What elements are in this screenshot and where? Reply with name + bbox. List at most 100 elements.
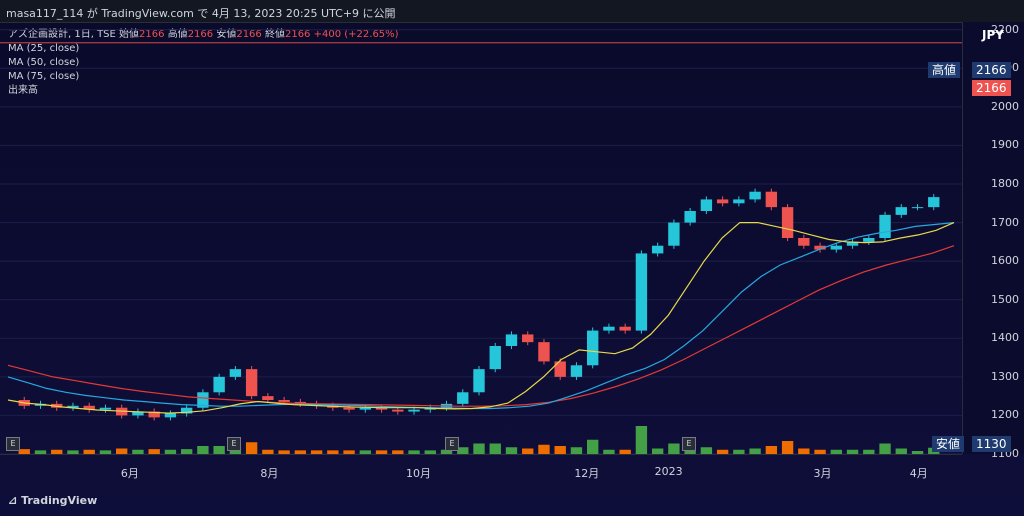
volume-bar (116, 448, 128, 454)
candle-body (148, 411, 160, 418)
volume-bar (798, 448, 810, 454)
volume-bar (716, 449, 729, 454)
candle-body (197, 392, 209, 408)
candle-body (538, 342, 550, 362)
x-tick-label: 3月 (813, 467, 832, 480)
volume-bar (651, 448, 664, 454)
candle-body (733, 199, 745, 204)
candle-body (603, 326, 615, 331)
volume-bar (278, 450, 290, 454)
high-price-tag: 高値 (928, 62, 961, 78)
volume-bar (424, 450, 436, 454)
candle-body (245, 369, 258, 397)
volume-bar (700, 447, 713, 454)
change-value: +400 (+22.65%) (313, 29, 399, 40)
high-tag-value: 2166 (976, 63, 1007, 77)
volume-bar (213, 446, 225, 454)
volume-bar (229, 448, 242, 454)
volume-legend[interactable]: 出来高 (8, 85, 38, 96)
footer-text: TradingView (21, 494, 98, 507)
close-label: 終値 (264, 29, 285, 40)
volume-bar (262, 449, 274, 454)
volume-bar (164, 449, 177, 454)
volume-bar (51, 449, 63, 454)
volume-bar (310, 450, 323, 454)
ma75-legend[interactable]: MA (75, close) (8, 71, 80, 82)
volume-bar (749, 448, 761, 454)
symbol-name: アズ企画設計, 1日, TSE (8, 29, 116, 40)
volume-bar (18, 449, 30, 454)
close-value: 2166 (284, 29, 311, 40)
volume-bar (554, 446, 566, 454)
y-tick-label: 1400 (991, 331, 1019, 345)
volume-bar (67, 450, 79, 454)
volume-bar (132, 449, 144, 454)
volume-bar (587, 439, 599, 454)
candle-body (408, 409, 420, 412)
candle-body (375, 407, 388, 410)
last-tag-value: 2166 (976, 81, 1007, 95)
volume-bar (489, 443, 501, 454)
low-tag-label: 安値 (936, 437, 961, 451)
candle-body (587, 330, 599, 366)
candle-body (489, 346, 501, 370)
candle-body (132, 411, 144, 416)
earnings-marker[interactable]: E (445, 437, 459, 451)
volume-bar (895, 448, 907, 454)
ma25-line (7, 222, 955, 414)
earnings-marker[interactable]: E (227, 437, 241, 451)
volume-bar (522, 448, 534, 454)
earnings-marker[interactable]: E (682, 437, 696, 451)
volume-bar (83, 449, 95, 454)
volume-bar (668, 443, 680, 454)
open-value: 2166 (139, 29, 165, 40)
candle-body (619, 326, 631, 331)
candle-body (814, 245, 826, 250)
volume-bar (733, 449, 745, 454)
volume-bar (765, 446, 778, 454)
publish-header: masa117_114 が TradingView.com で 4月 13, 2… (0, 0, 1024, 23)
high-label: 高値 (167, 29, 188, 40)
x-tick-label: 12月 (574, 467, 600, 480)
candle-body (180, 407, 193, 414)
ma25-legend[interactable]: MA (25, close) (8, 43, 80, 54)
high-value: 2166 (187, 29, 214, 40)
tradingview-icon: ⊿ (8, 494, 18, 507)
ma50-legend[interactable]: MA (50, close) (8, 57, 80, 68)
low-tag-value: 1130 (976, 437, 1007, 451)
time-axis[interactable]: 6月 8月 10月 12月 2023 3月 4月 (0, 454, 962, 489)
volume-bar (538, 444, 550, 454)
volume-bar (148, 449, 160, 454)
price-plot[interactable] (0, 22, 962, 454)
candle-body (213, 376, 225, 393)
candle-body (911, 207, 924, 209)
x-tick-label: 2023 (654, 465, 683, 478)
candle-body (928, 197, 940, 208)
low-label: 安値 (216, 29, 237, 40)
high-tag-label: 高値 (932, 63, 957, 77)
volume-bar (343, 450, 355, 454)
candle-body (830, 245, 842, 250)
candle-body (570, 365, 583, 377)
volume-bar (911, 451, 924, 454)
currency-label[interactable]: JPY (982, 28, 1004, 42)
last-price-tag: 2166 (972, 80, 1011, 96)
candle-body (651, 245, 664, 254)
publish-header-text: masa117_114 が TradingView.com で 4月 13, 2… (6, 7, 396, 20)
earnings-marker[interactable]: E (6, 437, 20, 451)
candle-body (359, 407, 371, 410)
candle-body (278, 400, 290, 402)
x-tick-label: 8月 (260, 467, 279, 480)
volume-bar (375, 450, 388, 454)
candle-body (684, 211, 696, 223)
volume-bar (635, 426, 648, 454)
y-tick-label: 1500 (991, 292, 1019, 306)
volume-bar (603, 449, 615, 454)
candle-body (457, 392, 469, 404)
symbol-row[interactable]: アズ企画設計, 1日, TSE 始値2166 高値2166 安値2166 終値2… (8, 28, 399, 42)
low-value: 2166 (236, 29, 262, 40)
y-tick-label: 2000 (991, 99, 1019, 113)
candle-body (765, 191, 778, 208)
y-tick-label: 1800 (991, 177, 1019, 190)
candle-body (343, 407, 355, 410)
